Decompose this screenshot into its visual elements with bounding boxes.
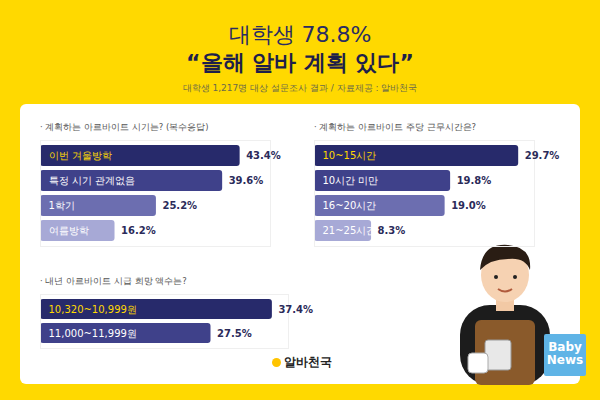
svg-text:여름방학: 여름방학 (49, 225, 89, 236)
html-text:· 계획하는 아르바이트 주당 근무시간은?: · 계획하는 아르바이트 주당 근무시간은? (314, 122, 476, 132)
svg-text:8.3%: 8.3% (378, 225, 406, 236)
svg-text:이번 겨울방학: 이번 겨울방학 (49, 150, 112, 161)
svg-text:10시간 미만: 10시간 미만 (323, 175, 379, 186)
svg-text:21~25시간: 21~25시간 (323, 225, 377, 236)
html-text:· 내년 아르바이트 시급 희망 액수는?: · 내년 아르바이트 시급 희망 액수는? (40, 276, 187, 286)
svg-text:16~20시간: 16~20시간 (323, 200, 377, 211)
html-text:알바천국: 알바천국 (284, 355, 332, 369)
svg-text:37.4%: 37.4% (278, 304, 313, 315)
svg-text:특정 시기 관계없음: 특정 시기 관계없음 (49, 175, 135, 186)
html-text:“올해 알바 계획 있다”: “올해 알바 계획 있다” (186, 50, 414, 75)
svg-text:29.7%: 29.7% (525, 150, 560, 161)
html-text:Baby News: Baby News (546, 340, 584, 367)
svg-text:43.4%: 43.4% (246, 150, 281, 161)
svg-text:27.5%: 27.5% (217, 328, 252, 339)
html-text:대학생 1,217명 대상 설문조사 결과 / 자료제공 :: 대학생 1,217명 대상 설문조사 결과 / 자료제공 : 알바천국 (182, 83, 418, 93)
html-text:대학생 78.8%: 대학생 78.8% (228, 22, 372, 47)
svg-text:19.0%: 19.0% (451, 200, 486, 211)
svg-text:25.2%: 25.2% (162, 200, 197, 211)
svg-text:19.8%: 19.8% (457, 175, 492, 186)
svg-text:1학기: 1학기 (49, 200, 75, 211)
svg-text:11,000~11,999원: 11,000~11,999원 (49, 328, 137, 339)
svg-text:39.6%: 39.6% (229, 175, 264, 186)
html-text:· 계획하는 아르바이트 시기는? (복수응답): · 계획하는 아르바이트 시기는? (복수응답) (40, 122, 209, 132)
svg-text:10,320~10,999원: 10,320~10,999원 (49, 304, 137, 315)
svg-text:10~15시간: 10~15시간 (323, 150, 377, 161)
svg-text:16.2%: 16.2% (121, 225, 156, 236)
